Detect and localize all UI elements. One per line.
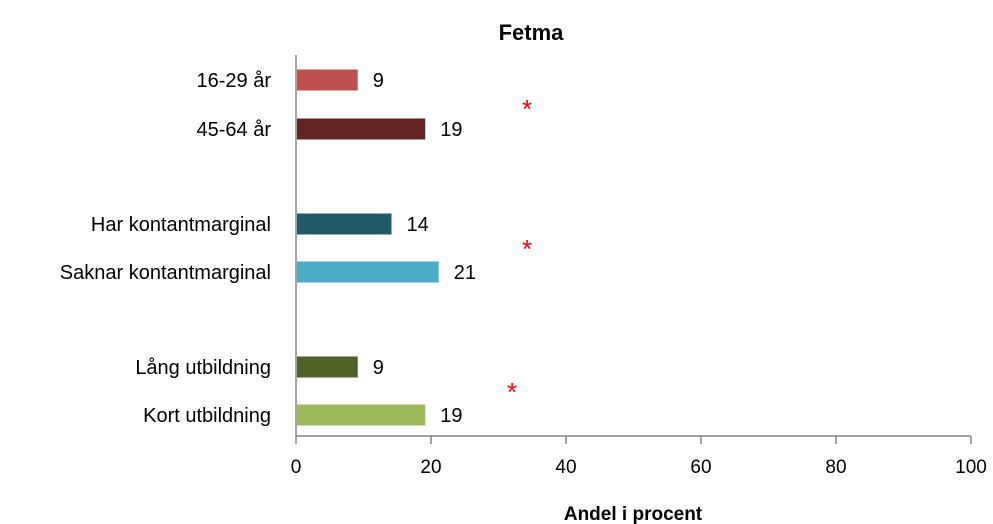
data-label: 19 bbox=[440, 119, 462, 141]
data-label: 19 bbox=[440, 405, 462, 427]
significance-marker: * bbox=[507, 377, 517, 407]
data-label: 21 bbox=[454, 262, 476, 284]
bar bbox=[297, 356, 358, 378]
category-label: 45-64 år bbox=[197, 119, 272, 141]
data-label: 14 bbox=[407, 214, 429, 236]
x-tick-label: 0 bbox=[291, 457, 302, 478]
bar bbox=[297, 404, 426, 426]
bar bbox=[297, 261, 439, 283]
x-tick-label: 40 bbox=[555, 457, 576, 478]
category-label: Saknar kontantmarginal bbox=[60, 262, 271, 284]
significance-marker: * bbox=[522, 94, 532, 124]
category-label: Har kontantmarginal bbox=[91, 214, 271, 236]
x-tick-label: 60 bbox=[690, 457, 711, 478]
chart-title: Fetma bbox=[499, 20, 565, 45]
bar bbox=[297, 69, 358, 91]
plot-area: 0 20 40 60 80 100 16-29 år 9 45-64 år 19 * Har kont… bbox=[60, 55, 987, 478]
x-tick-label: 20 bbox=[420, 457, 441, 478]
significance-marker: * bbox=[522, 234, 532, 264]
bar bbox=[297, 213, 392, 235]
category-label: Kort utbildning bbox=[143, 405, 271, 427]
data-label: 9 bbox=[373, 357, 384, 379]
x-axis-title: Andel i procent bbox=[564, 504, 703, 524]
category-label: 16-29 år bbox=[197, 70, 272, 92]
category-label: Lång utbildning bbox=[135, 357, 271, 379]
x-tick-label: 80 bbox=[825, 457, 846, 478]
data-label: 9 bbox=[373, 70, 384, 92]
x-tick-label: 100 bbox=[955, 457, 987, 478]
bar bbox=[297, 118, 426, 140]
